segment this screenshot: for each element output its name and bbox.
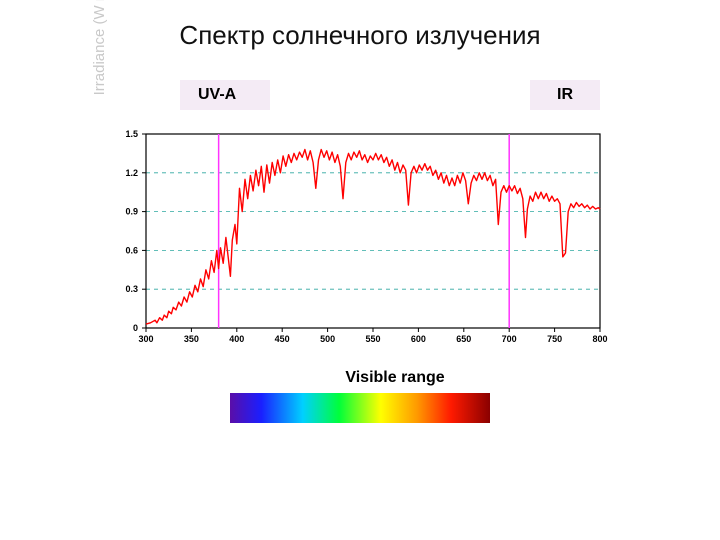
visible-range-bar: Visible range: [230, 365, 560, 425]
svg-text:1.2: 1.2: [125, 168, 138, 178]
svg-text:400: 400: [229, 334, 244, 344]
uv-a-label: UV-A: [180, 80, 270, 110]
page-title: Спектр солнечного излучения: [0, 20, 720, 51]
svg-text:800: 800: [592, 334, 607, 344]
chart-svg: 300 350 400 450 500 550 600 650 700 750 800 0 0.3 0.6…: [108, 128, 608, 346]
ir-label: IR: [530, 80, 600, 110]
svg-text:1.5: 1.5: [125, 129, 138, 139]
uv-a-label-text: UV-A: [198, 86, 236, 103]
svg-text:0: 0: [133, 323, 138, 333]
svg-text:550: 550: [365, 334, 380, 344]
svg-text:350: 350: [184, 334, 199, 344]
chart-area: 300 350 400 450 500 550 600 650 700 750 800 0 0.3 0.6…: [108, 128, 608, 346]
ir-label-text: IR: [557, 86, 573, 103]
svg-text:500: 500: [320, 334, 335, 344]
svg-text:0.6: 0.6: [125, 245, 138, 255]
svg-text:600: 600: [411, 334, 426, 344]
svg-text:0.3: 0.3: [125, 284, 138, 294]
svg-text:450: 450: [275, 334, 290, 344]
svg-text:750: 750: [547, 334, 562, 344]
visible-range-label: Visible range: [230, 369, 560, 387]
y-axis-label: Irradiance (W m-2 nm-1): [90, 0, 108, 128]
svg-text:300: 300: [138, 334, 153, 344]
svg-text:0.9: 0.9: [125, 207, 138, 217]
svg-text:650: 650: [456, 334, 471, 344]
spectrum-gradient: [230, 393, 490, 423]
svg-text:700: 700: [502, 334, 517, 344]
figure-root: Спектр солнечного излучения UV-A IR Irra…: [0, 0, 720, 540]
